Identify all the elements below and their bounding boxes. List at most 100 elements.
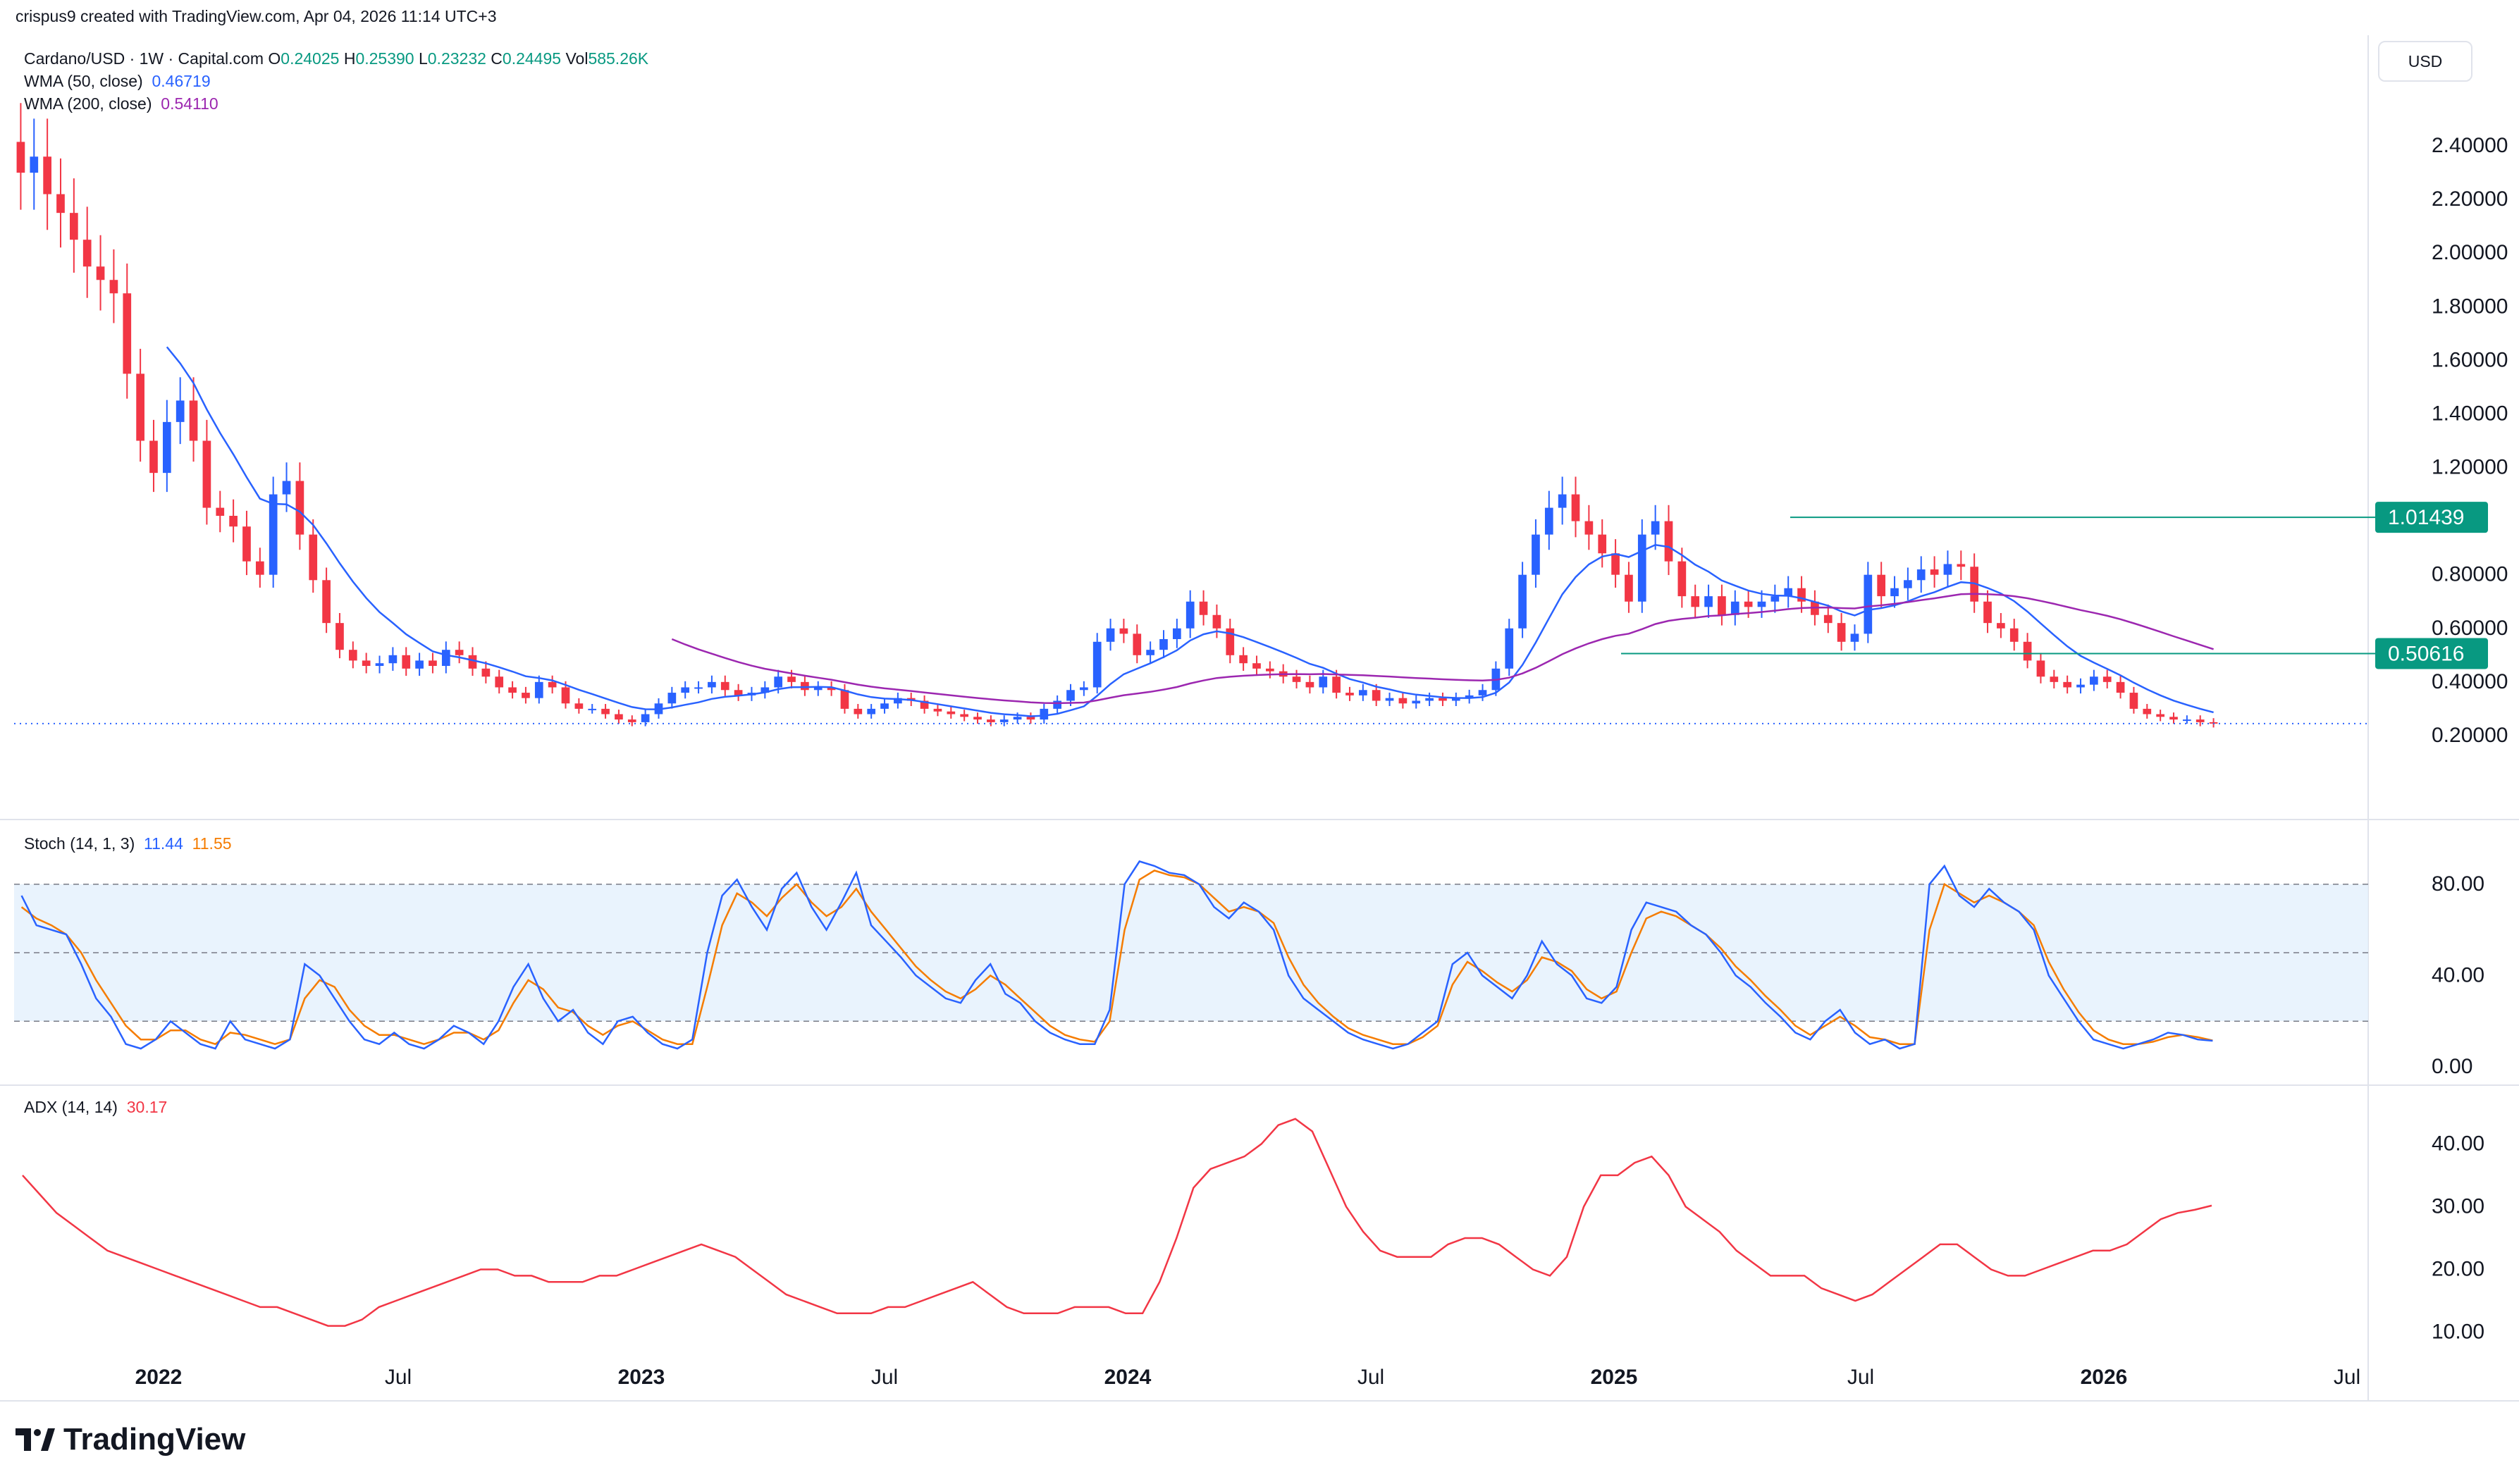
- candle-body: [1478, 690, 1487, 695]
- candle-body: [708, 681, 716, 688]
- level-label-support: 0.50616: [2388, 642, 2464, 665]
- currency-button[interactable]: USD: [2378, 41, 2472, 82]
- price-tick-label: 2.00000: [2432, 241, 2508, 264]
- candle-body: [375, 663, 384, 667]
- candle-body: [1664, 521, 1673, 562]
- candle-body: [2063, 681, 2072, 688]
- candle-body: [1092, 641, 1102, 688]
- candle-body: [508, 687, 517, 693]
- candle-body: [1598, 534, 1607, 554]
- ohlc-low: L0.23232: [418, 49, 486, 68]
- adx-tick-label: 30.00: [2432, 1194, 2484, 1218]
- candle-body: [136, 373, 144, 441]
- candle-body: [1532, 534, 1540, 575]
- legend-wma50[interactable]: WMA (50, close) 0.46719: [24, 72, 211, 90]
- candle-body: [1305, 681, 1314, 688]
- candle-body: [1823, 614, 1833, 624]
- candle-body: [787, 676, 796, 682]
- chart-grid: [0, 35, 2519, 1402]
- price-tick-label: 0.20000: [2432, 724, 2508, 747]
- candle-body: [2129, 693, 2138, 709]
- price-panel[interactable]: [14, 103, 2375, 728]
- ohlc-volume: Vol585.26K: [565, 49, 649, 68]
- level-label-bg-support: [2375, 638, 2488, 669]
- candle-body: [1571, 494, 1580, 521]
- candle-body: [627, 719, 636, 722]
- candle-body: [1252, 663, 1261, 669]
- price-tick-label: 0.40000: [2432, 670, 2508, 693]
- candle-body: [362, 660, 371, 667]
- candle-body: [1133, 633, 1142, 655]
- time-tick-label: Jul: [385, 1366, 412, 1389]
- candle-body: [1106, 628, 1115, 642]
- candle-body: [548, 681, 557, 688]
- candle-body: [1053, 700, 1061, 709]
- candle-body: [1677, 561, 1687, 597]
- legend-wma200[interactable]: WMA (200, close) 0.54110: [24, 94, 218, 113]
- candle-body: [1558, 494, 1567, 508]
- time-tick-label: Jul: [871, 1366, 898, 1389]
- candle-body: [242, 526, 251, 562]
- candle-body: [1372, 690, 1381, 701]
- candle-body: [1226, 628, 1235, 655]
- candle-body: [162, 421, 171, 474]
- candle-body: [189, 400, 198, 441]
- candle-body: [774, 676, 783, 688]
- price-tick-label: 1.40000: [2432, 402, 2508, 425]
- candle-body: [1265, 668, 1274, 672]
- candle-body: [999, 719, 1009, 722]
- stoch-tick-label: 40.00: [2432, 963, 2484, 987]
- ohlc-open: O0.24025: [268, 49, 340, 68]
- wma200-line: [671, 593, 2214, 705]
- candle-body: [1398, 698, 1408, 704]
- candle-body: [1465, 695, 1474, 698]
- price-tick-label: 2.40000: [2432, 134, 2508, 157]
- candle-body: [840, 690, 849, 709]
- candle-body: [429, 660, 437, 667]
- adx-tick-label: 40.00: [2432, 1132, 2484, 1155]
- candle-body: [1584, 521, 1594, 535]
- candle-body: [1930, 569, 1939, 575]
- candle-body: [109, 280, 118, 294]
- candle-body: [70, 213, 78, 240]
- candle-body: [1997, 623, 2005, 629]
- candle-body: [534, 681, 543, 698]
- ohlc-high: H0.25390: [343, 49, 414, 68]
- candle-body: [920, 700, 929, 709]
- legend-stoch[interactable]: Stoch (14, 1, 3) 11.44 11.55: [24, 834, 232, 853]
- candle-body: [720, 681, 729, 691]
- candle-body: [734, 690, 743, 695]
- candle-body: [455, 650, 464, 655]
- candle-body: [1013, 717, 1022, 720]
- candle-body: [1691, 596, 1700, 607]
- level-label-bg-resistance: [2375, 502, 2488, 533]
- candle-body: [43, 156, 51, 194]
- candle-body: [2183, 719, 2191, 722]
- symbol-label: Cardano/USD · 1W · Capital.com: [24, 49, 264, 68]
- candle-body: [282, 481, 291, 495]
- candle-body: [2169, 717, 2178, 720]
- stoch-panel[interactable]: [14, 860, 2368, 1050]
- price-tick-label: 1.20000: [2432, 456, 2508, 479]
- candle-body: [574, 703, 584, 709]
- candle-body: [216, 507, 225, 516]
- candle-body: [641, 714, 650, 722]
- adx-panel[interactable]: [22, 1118, 2212, 1327]
- candle-body: [2009, 628, 2019, 642]
- candle-body: [1704, 596, 1713, 607]
- legend-adx[interactable]: ADX (14, 14) 30.17: [24, 1098, 168, 1116]
- candle-body: [309, 534, 318, 581]
- candle-body: [1173, 628, 1181, 639]
- candle-body: [1904, 580, 1912, 588]
- brand-logo: TradingView: [16, 1422, 245, 1457]
- candle-body: [667, 693, 677, 704]
- candle-body: [1439, 698, 1447, 701]
- candle-body: [1730, 601, 1739, 615]
- candle-body: [2102, 676, 2112, 682]
- candle-body: [1784, 588, 1793, 597]
- candle-body: [175, 400, 185, 422]
- adx-tick-label: 20.00: [2432, 1257, 2484, 1280]
- time-tick-label: 2023: [618, 1366, 665, 1389]
- candle-body: [1080, 687, 1088, 691]
